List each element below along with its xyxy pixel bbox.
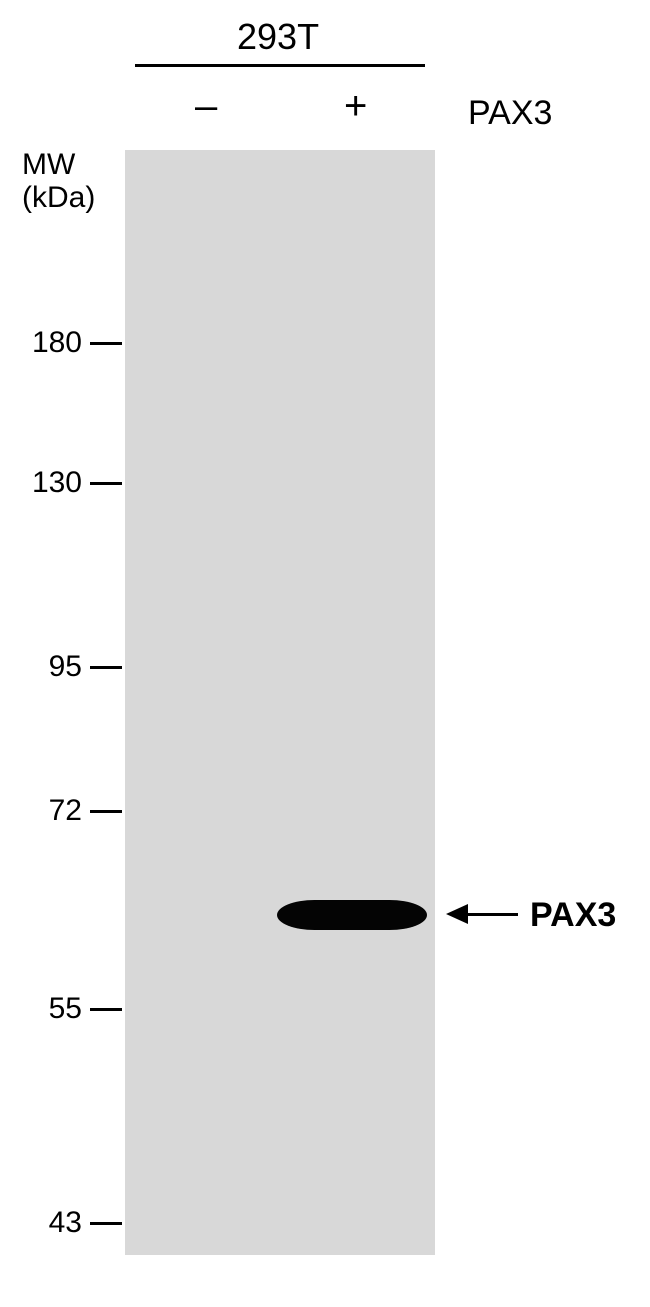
cell-line-label: 293T [237,16,319,58]
mw-marker-value: 55 [49,992,82,1026]
lane-pos-symbol: + [344,84,367,129]
lane-neg-symbol: – [195,84,217,129]
arrow-line [468,913,518,916]
mw-tick [90,342,122,345]
mw-tick [90,1222,122,1225]
western-blot-figure: 293T – + PAX3 MW (kDa) 180 130 95 72 55 43 PA… [0,0,650,1307]
blot-membrane [125,150,435,1255]
mw-tick [90,810,122,813]
mw-marker-value: 95 [49,650,82,684]
mw-marker-value: 180 [32,326,82,360]
arrow-head-icon [446,904,468,924]
mw-tick [90,1008,122,1011]
mw-unit-label: MW (kDa) [22,148,95,214]
mw-tick [90,666,122,669]
blot-band-pax3 [277,900,427,930]
band-label: PAX3 [530,896,616,935]
mw-tick [90,482,122,485]
mw-marker-value: 130 [32,466,82,500]
mw-marker-value: 43 [49,1206,82,1240]
protein-header-label: PAX3 [468,94,552,133]
mw-marker-value: 72 [49,794,82,828]
header-bar [135,64,425,67]
